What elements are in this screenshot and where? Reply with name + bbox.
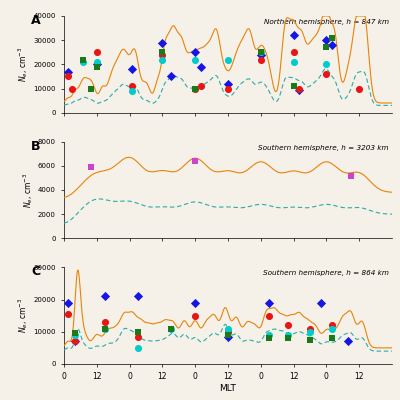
Point <box>307 328 313 335</box>
Point <box>323 37 330 43</box>
Point <box>192 56 198 63</box>
Point <box>348 172 354 179</box>
Point <box>329 325 335 332</box>
Point <box>88 164 94 170</box>
Text: C: C <box>31 266 40 278</box>
Text: Southern hemisphere, h = 3203 km: Southern hemisphere, h = 3203 km <box>258 144 389 151</box>
Point <box>129 66 136 72</box>
Point <box>258 49 264 56</box>
Point <box>225 325 231 332</box>
Point <box>129 88 136 94</box>
Point <box>345 338 352 345</box>
Point <box>94 64 100 70</box>
Point <box>69 85 76 92</box>
Point <box>258 52 264 58</box>
Point <box>266 300 272 306</box>
Point <box>94 61 100 68</box>
Point <box>290 32 297 38</box>
Point <box>102 325 108 332</box>
Point <box>329 335 335 342</box>
Point <box>134 328 141 335</box>
Point <box>94 49 100 56</box>
Y-axis label: $N_e$, cm$^{-3}$: $N_e$, cm$^{-3}$ <box>16 298 30 333</box>
Point <box>307 337 313 343</box>
Point <box>285 332 291 338</box>
Point <box>94 59 100 65</box>
Point <box>80 56 86 63</box>
Point <box>102 293 108 300</box>
Point <box>258 49 264 56</box>
Point <box>192 49 198 56</box>
Point <box>329 42 335 48</box>
Point <box>159 49 166 56</box>
Point <box>290 59 297 65</box>
Point <box>290 83 297 89</box>
Point <box>72 330 78 336</box>
Point <box>225 334 231 340</box>
Point <box>159 56 166 63</box>
Text: A: A <box>31 14 41 27</box>
Point <box>258 56 264 63</box>
Point <box>80 59 86 65</box>
Point <box>285 322 291 328</box>
Point <box>323 71 330 77</box>
Point <box>290 49 297 56</box>
Point <box>198 83 204 89</box>
Text: Northern hemisphere, h = 847 km: Northern hemisphere, h = 847 km <box>264 19 389 25</box>
Point <box>192 85 198 92</box>
Point <box>285 335 291 342</box>
Point <box>192 158 198 164</box>
Point <box>329 322 335 328</box>
Point <box>266 312 272 319</box>
Point <box>323 44 330 51</box>
Point <box>296 85 302 92</box>
Point <box>65 73 71 80</box>
Point <box>65 300 71 306</box>
Y-axis label: $N_e$, cm$^{-3}$: $N_e$, cm$^{-3}$ <box>16 47 30 82</box>
Point <box>102 325 108 332</box>
Point <box>266 332 272 338</box>
Point <box>72 338 78 345</box>
Point <box>168 325 174 332</box>
Point <box>225 328 231 335</box>
X-axis label: MLT: MLT <box>220 384 236 393</box>
Point <box>329 34 335 41</box>
Point <box>356 85 362 92</box>
Point <box>134 293 141 300</box>
Text: B: B <box>31 140 41 153</box>
Point <box>72 338 78 345</box>
Point <box>307 325 313 332</box>
Point <box>198 64 204 70</box>
Point <box>192 300 198 306</box>
Point <box>65 68 71 75</box>
Point <box>323 61 330 68</box>
Point <box>88 85 94 92</box>
Point <box>296 86 302 93</box>
Point <box>168 325 174 332</box>
Point <box>318 300 324 306</box>
Point <box>225 56 231 63</box>
Point <box>159 39 166 46</box>
Point <box>168 73 174 80</box>
Point <box>159 52 166 58</box>
Point <box>225 332 231 338</box>
Point <box>134 345 141 351</box>
Point <box>225 85 231 92</box>
Text: Southern hemisphere, h = 864 km: Southern hemisphere, h = 864 km <box>263 270 389 276</box>
Point <box>72 332 78 338</box>
Point <box>192 312 198 319</box>
Point <box>134 334 141 340</box>
Point <box>192 85 198 92</box>
Point <box>225 80 231 87</box>
Y-axis label: $N_e$, cm$^{-3}$: $N_e$, cm$^{-3}$ <box>21 172 35 208</box>
Point <box>129 83 136 89</box>
Point <box>102 319 108 325</box>
Point <box>266 335 272 342</box>
Point <box>65 311 71 317</box>
